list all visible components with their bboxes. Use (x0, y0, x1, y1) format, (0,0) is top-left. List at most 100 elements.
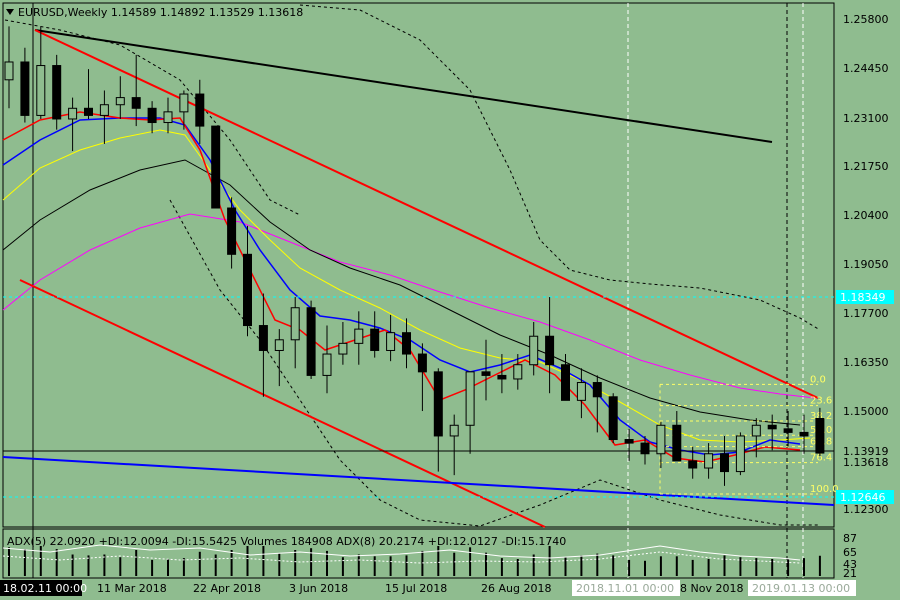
bull-candle (99, 104, 109, 116)
bull-candle (735, 435, 745, 473)
bollinger-lower-line (169, 199, 820, 527)
bear-candle (433, 371, 443, 437)
main-plot-frame (2, 2, 835, 528)
bull-candle (179, 93, 189, 113)
channel-lower-line (19, 279, 546, 528)
current-price-tag-a-text: 1.13919 (843, 445, 889, 458)
bull-candle (115, 97, 125, 106)
upper-level-tag (836, 290, 894, 304)
time-label: 22 Apr 2018 (193, 582, 261, 595)
ma-red-line (2, 111, 801, 463)
lower-level-tag (836, 490, 894, 504)
bear-candle (799, 431, 809, 437)
time-label: 3 Jun 2018 (289, 582, 348, 595)
moving-averages (2, 4, 821, 527)
price-label: 1.23100 (843, 112, 889, 125)
bear-candle (417, 353, 427, 373)
bear-candle (688, 460, 698, 469)
indicator-pane: ADX(5) 22.0920 +DI:12.0094 -DI:15.5425 V… (2, 535, 821, 576)
long-trend-line (34, 29, 773, 143)
bear-candle (52, 65, 62, 120)
price-label: 1.24450 (843, 62, 889, 75)
bull-candle (322, 353, 332, 376)
ma-black-line (2, 159, 801, 426)
bear-candle (131, 97, 141, 109)
price-label: 1.16350 (843, 356, 889, 369)
bear-candle (640, 442, 650, 455)
bull-candle (465, 371, 475, 426)
bear-candle (481, 371, 491, 376)
bear-candle (227, 207, 237, 255)
time-label: 15 Jul 2018 (385, 582, 447, 595)
bear-candle (147, 107, 157, 124)
price-label: 1.20400 (843, 209, 889, 222)
price-label: 1.15000 (843, 405, 889, 418)
bear-candle (306, 307, 316, 376)
bear-candle (243, 253, 252, 327)
volume-bars (8, 546, 821, 576)
price-levels (3, 296, 834, 498)
trend-lines (2, 29, 835, 528)
lower-level-tag-text: 1.12646 (840, 491, 886, 504)
channel-upper-line (34, 29, 819, 399)
indicator-level-label: 87 (843, 532, 857, 545)
bull-candle (36, 65, 46, 116)
bear-candle (672, 424, 682, 462)
time-label: 8 Nov 2018 (680, 582, 743, 595)
bear-candle (767, 424, 777, 430)
bull-candle (704, 453, 714, 469)
bull-candle (513, 364, 523, 380)
indicator-label: ADX(5) 22.0920 +DI:12.0094 -DI:15.5425 V… (7, 535, 566, 548)
time-label-vline-1: 2018.11.01 00:00 (576, 582, 674, 595)
bear-candle (258, 325, 268, 351)
bear-candle (608, 396, 618, 441)
time-label: 11 Mar 2018 (97, 582, 167, 595)
price-label: 1.17700 (843, 307, 889, 320)
current-price-tag-a (836, 444, 894, 458)
price-label: 1.25800 (843, 13, 889, 26)
candles (4, 26, 825, 486)
price-label: 1.12300 (843, 503, 889, 516)
bull-candle (656, 424, 666, 455)
bull-candle (4, 61, 14, 81)
bull-candle (576, 382, 586, 401)
adx-dotted-line (2, 551, 801, 564)
bear-candle (545, 335, 555, 366)
upper-level-tag-text: 1.18349 (840, 291, 886, 304)
chart-title: EURUSD,Weekly 1.14589 1.14892 1.13529 1.… (18, 6, 303, 19)
bear-candle (592, 382, 602, 398)
vline-time-tag-2 (748, 580, 856, 596)
time-label-crosshair: 18.02.11 00:00 (3, 582, 87, 595)
time-label-vline-2: 2019.01.13 00:00 (752, 582, 850, 595)
bear-candle (561, 364, 570, 401)
price-label: 1.19050 (843, 258, 889, 271)
bear-candle (402, 332, 411, 355)
indicator-frame (2, 528, 835, 579)
bull-candle (338, 342, 348, 355)
bear-candle (211, 125, 221, 209)
bull-candle (386, 332, 396, 351)
indicator-level-label: 43 (843, 558, 857, 571)
bear-candle (624, 439, 634, 444)
adx-white-line (2, 544, 801, 561)
ma-magenta-line (2, 213, 816, 399)
bull-candle (751, 424, 761, 437)
fib-level-label: 38.2 (810, 411, 832, 422)
bear-candle (84, 107, 93, 116)
fib-level-label: 23.6 (810, 396, 832, 407)
fib-level-label: 76.4 (810, 453, 832, 464)
fib-level-label: 0.0 (810, 374, 826, 385)
indicator-level-label: 65 (843, 546, 857, 559)
bull-candle (529, 335, 539, 366)
vline-time-tag-1 (572, 580, 680, 596)
bull-candle (449, 424, 459, 437)
price-axis: 1.25800 1.24450 1.23100 1.21750 1.20400 … (836, 13, 894, 580)
bear-candle (815, 418, 825, 454)
dropdown-triangle-icon[interactable] (6, 9, 14, 15)
bear-candle (497, 374, 507, 380)
bollinger-left-upper (4, 19, 301, 216)
bull-candle (68, 107, 78, 120)
bull-candle (163, 111, 173, 124)
